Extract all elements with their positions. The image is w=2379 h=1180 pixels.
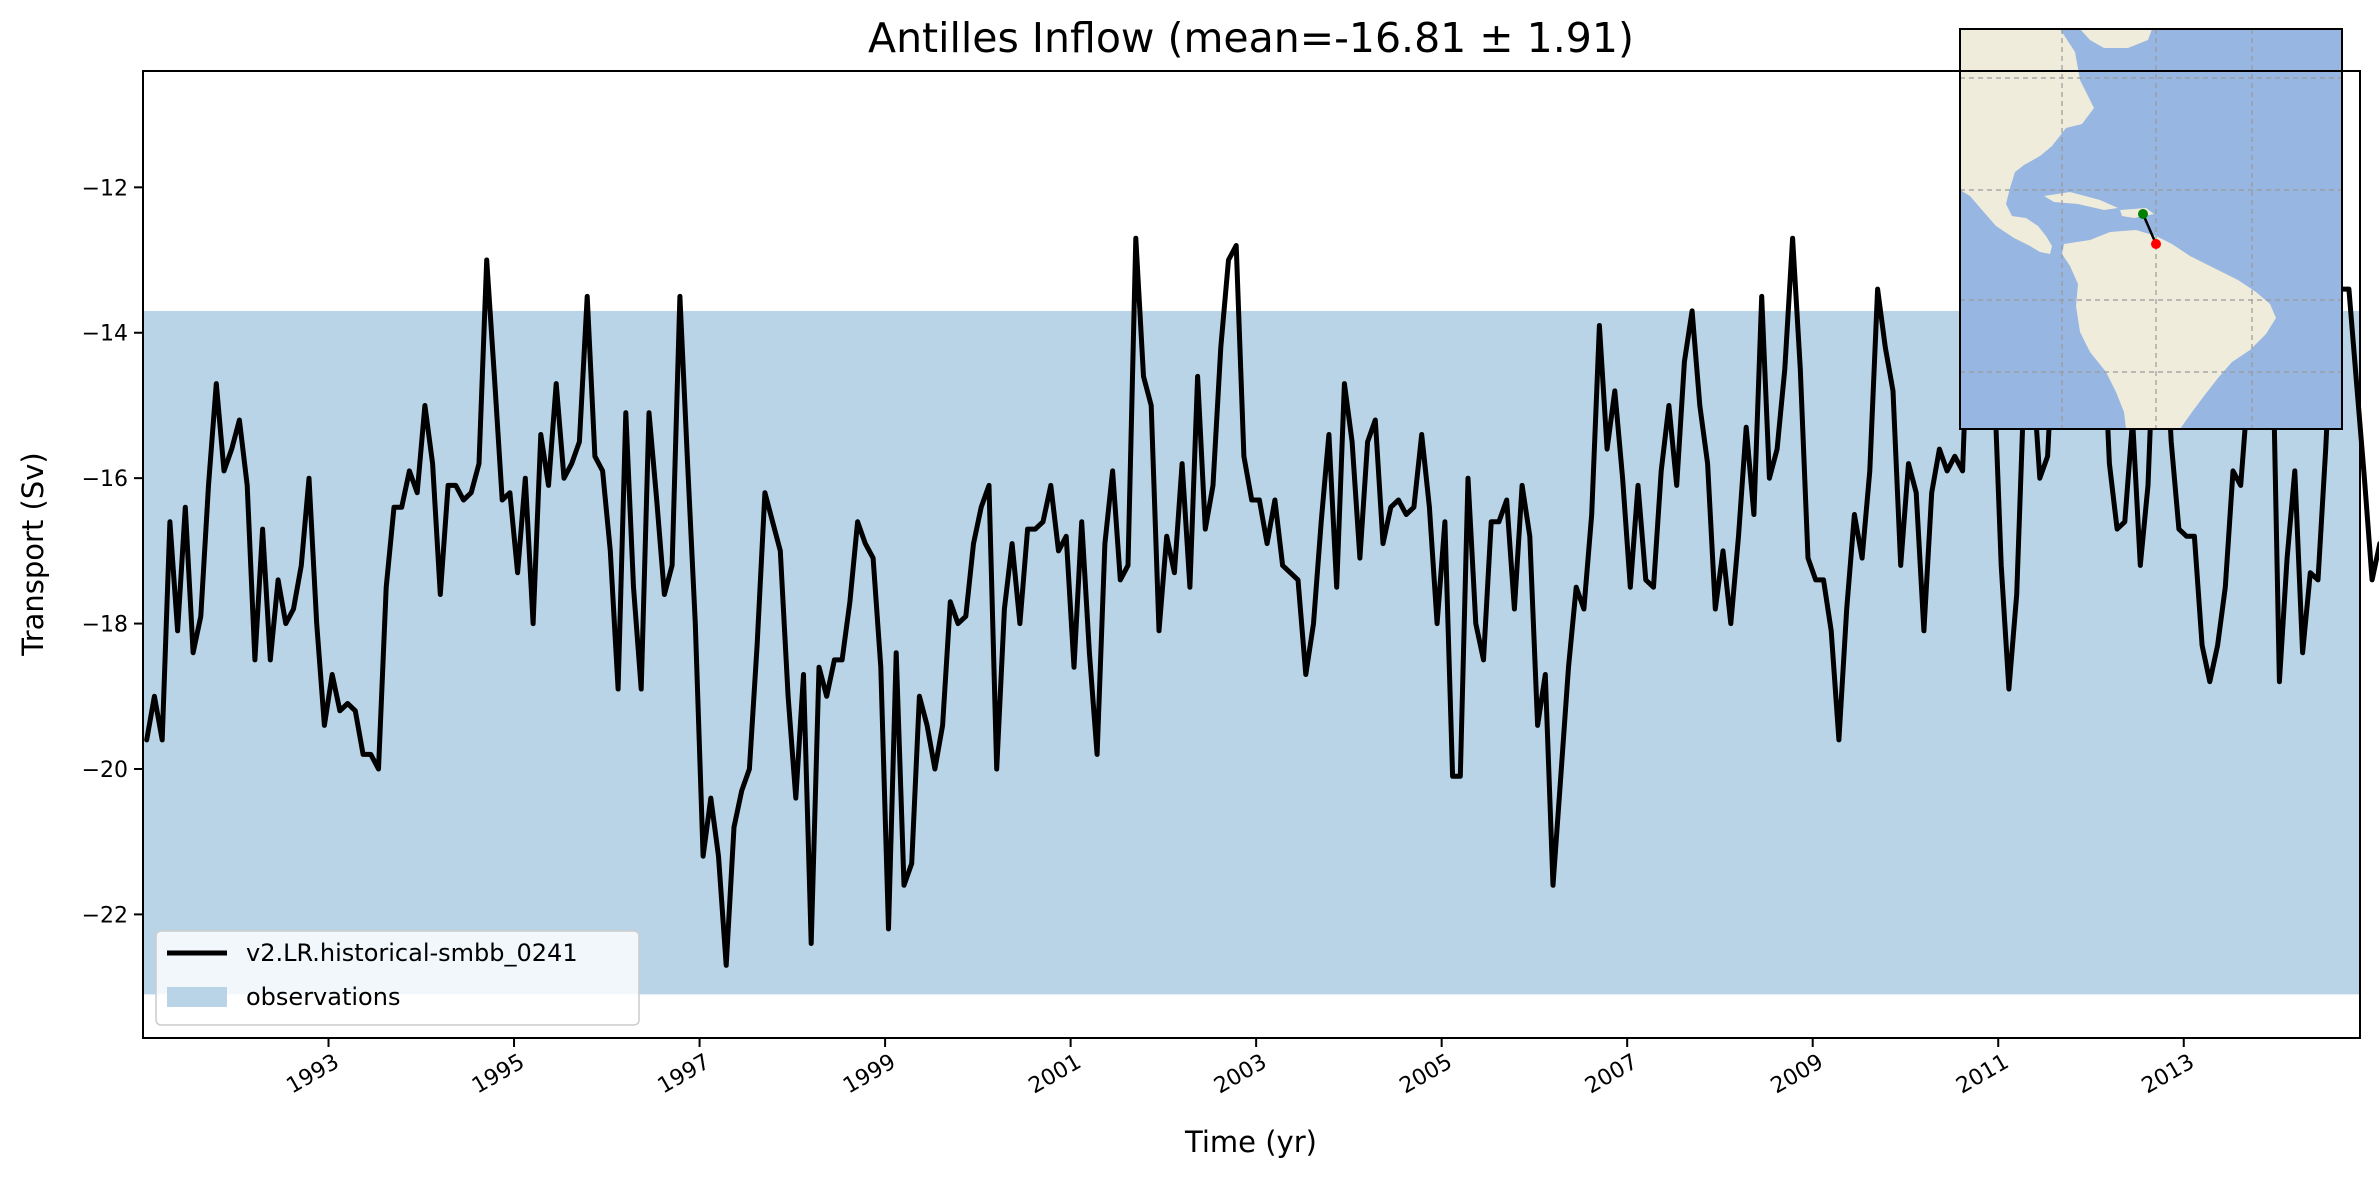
series-line [144, 235, 2379, 968]
y-tick-label: −14 [82, 322, 128, 347]
inset-land-greenland [2080, 29, 2152, 48]
legend-label-series: v2.LR.historical-smbb_0241 [246, 939, 578, 967]
y-tick-label: −18 [82, 613, 128, 638]
section-start-marker [2138, 209, 2148, 219]
legend-swatch-observations [167, 987, 227, 1007]
plot-frame [142, 70, 2361, 1039]
y-tick-label: −12 [82, 176, 128, 201]
inset-land-cuba [2044, 192, 2118, 210]
inset-frame [1959, 28, 2343, 430]
legend: v2.LR.historical-smbb_0241 observations [155, 930, 640, 1026]
inset-map [1959, 28, 2343, 430]
y-tick-label: −16 [82, 467, 128, 492]
inset-land-south-america [2062, 230, 2276, 429]
section-line [2141, 213, 2158, 245]
y-tick-label: −22 [82, 903, 128, 928]
x-axis-label: Time (yr) [1184, 1125, 1317, 1159]
inset-land-north-america [1960, 29, 2094, 254]
y-axis-label: Transport (Sv) [16, 452, 50, 657]
y-tick-label: −20 [82, 758, 128, 783]
legend-box [155, 930, 640, 1026]
legend-label-observations: observations [246, 983, 400, 1011]
y-axis: −22 −20 −18 −16 −14 −12 [82, 176, 143, 928]
section-end-marker [2151, 239, 2161, 249]
chart-title: Antilles Inflow (mean=-16.81 ± 1.91) [868, 14, 1634, 62]
inset-gridlines [1960, 29, 2342, 429]
